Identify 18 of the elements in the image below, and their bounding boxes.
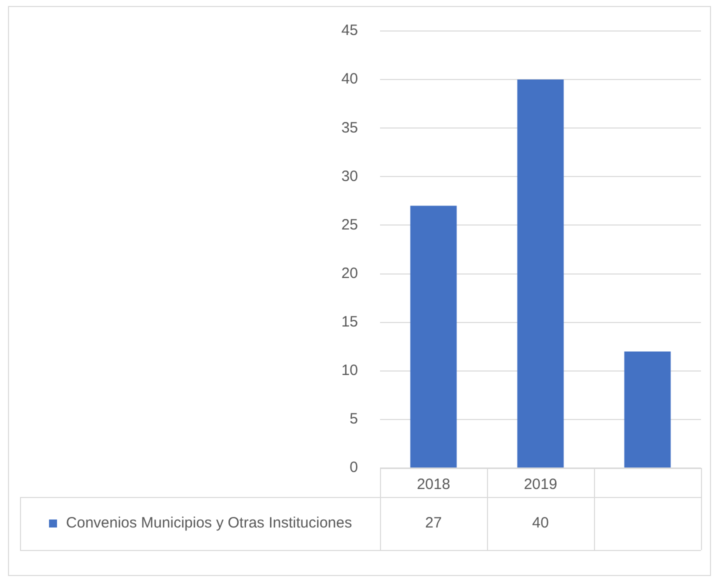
legend-label: Convenios Municipios y Otras Instituciones: [66, 514, 352, 532]
y-tick-label: 20: [341, 264, 358, 282]
bar: [410, 206, 457, 468]
y-tick-label: 35: [341, 119, 358, 136]
y-tick-label: 30: [341, 168, 358, 185]
x-tick-label: 2018: [416, 476, 450, 494]
y-tick-label: 45: [341, 22, 358, 40]
y-tick-label: 25: [341, 216, 358, 234]
data-label: 27: [425, 514, 442, 532]
data-label: 40: [532, 514, 549, 532]
y-tick-label: 5: [350, 410, 358, 428]
y-tick-label: 10: [341, 362, 358, 380]
x-tick-label: 2019: [524, 476, 558, 494]
bar: [624, 351, 671, 468]
bar: [517, 80, 564, 468]
y-tick-label: 0: [350, 459, 358, 476]
y-tick-label: 40: [341, 70, 358, 88]
y-tick-label: 15: [341, 313, 358, 330]
